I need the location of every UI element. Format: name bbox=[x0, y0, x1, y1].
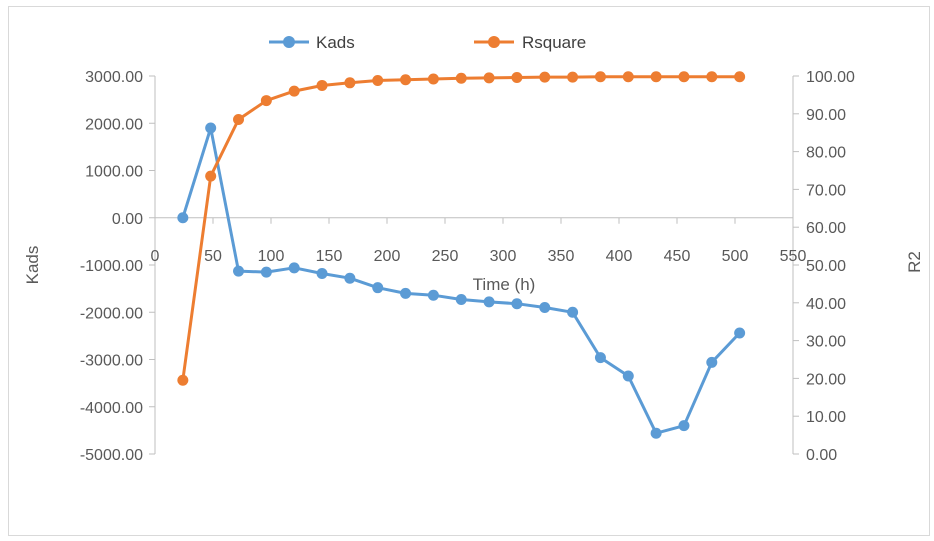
data-point-rsquare bbox=[428, 74, 439, 85]
y-right-tick-label: 90.00 bbox=[806, 107, 846, 124]
data-point-kads bbox=[177, 212, 188, 223]
x-tick-label: 50 bbox=[204, 248, 222, 265]
x-tick-label: 150 bbox=[316, 248, 343, 265]
y-right-tick-label: 30.00 bbox=[806, 334, 846, 351]
x-tick-label: 500 bbox=[722, 248, 749, 265]
data-point-kads bbox=[623, 371, 634, 382]
data-point-kads bbox=[344, 273, 355, 284]
y-right-tick-label: 70.00 bbox=[806, 182, 846, 199]
x-tick-label: 350 bbox=[548, 248, 575, 265]
data-point-rsquare bbox=[289, 86, 300, 97]
legend-kads-label: Kads bbox=[316, 33, 355, 52]
data-point-kads bbox=[706, 357, 717, 368]
x-tick-label: 450 bbox=[664, 248, 691, 265]
data-point-kads bbox=[511, 298, 522, 309]
data-point-kads bbox=[456, 294, 467, 305]
data-point-rsquare bbox=[595, 71, 606, 82]
data-point-rsquare bbox=[317, 80, 328, 91]
data-point-kads bbox=[289, 262, 300, 273]
x-tick-label: 200 bbox=[374, 248, 401, 265]
y-right-axis-title: R2 bbox=[905, 251, 924, 273]
legend-rsquare-marker bbox=[488, 36, 500, 48]
y-right-tick-label: 10.00 bbox=[806, 409, 846, 426]
data-point-kads bbox=[567, 307, 578, 318]
y-right-tick-label: 60.00 bbox=[806, 220, 846, 237]
y-right-tick-label: 0.00 bbox=[806, 447, 837, 464]
data-point-rsquare bbox=[567, 72, 578, 83]
data-point-rsquare bbox=[344, 77, 355, 88]
data-point-kads bbox=[428, 290, 439, 301]
series-line-kads bbox=[183, 128, 740, 433]
data-point-kads bbox=[261, 267, 272, 278]
data-point-rsquare bbox=[511, 72, 522, 83]
data-point-rsquare bbox=[651, 71, 662, 82]
data-point-rsquare bbox=[205, 171, 216, 182]
x-tick-label: 0 bbox=[151, 248, 160, 265]
data-point-kads bbox=[539, 302, 550, 313]
data-point-rsquare bbox=[456, 73, 467, 84]
data-point-kads bbox=[734, 328, 745, 339]
data-point-rsquare bbox=[261, 95, 272, 106]
data-point-rsquare bbox=[372, 75, 383, 86]
data-point-rsquare bbox=[400, 74, 411, 85]
y-right-tick-label: 100.00 bbox=[806, 69, 855, 86]
data-point-kads bbox=[317, 268, 328, 279]
data-point-rsquare bbox=[623, 71, 634, 82]
y-left-tick-label: -3000.00 bbox=[80, 353, 143, 370]
y-left-tick-label: 2000.00 bbox=[85, 116, 143, 133]
x-tick-label: 100 bbox=[258, 248, 285, 265]
x-tick-label: 550 bbox=[780, 248, 807, 265]
data-point-rsquare bbox=[539, 72, 550, 83]
data-point-kads bbox=[205, 122, 216, 133]
y-left-tick-label: 1000.00 bbox=[85, 164, 143, 181]
y-left-tick-label: -1000.00 bbox=[80, 258, 143, 275]
y-left-tick-label: -5000.00 bbox=[80, 447, 143, 464]
axes: 3000.002000.001000.000.00-1000.00-2000.0… bbox=[80, 69, 855, 464]
x-tick-label: 300 bbox=[490, 248, 517, 265]
data-point-rsquare bbox=[484, 72, 495, 83]
data-point-rsquare bbox=[177, 375, 188, 386]
x-axis-title: Time (h) bbox=[473, 275, 536, 294]
data-point-rsquare bbox=[734, 71, 745, 82]
y-right-tick-label: 20.00 bbox=[806, 371, 846, 388]
data-point-rsquare bbox=[706, 71, 717, 82]
x-tick-label: 400 bbox=[606, 248, 633, 265]
y-right-tick-label: 80.00 bbox=[806, 145, 846, 162]
legend-rsquare-label: Rsquare bbox=[522, 33, 586, 52]
y-left-tick-label: 3000.00 bbox=[85, 69, 143, 86]
y-right-tick-label: 50.00 bbox=[806, 258, 846, 275]
data-point-kads bbox=[372, 282, 383, 293]
data-point-kads bbox=[651, 428, 662, 439]
data-point-kads bbox=[484, 296, 495, 307]
data-point-kads bbox=[678, 420, 689, 431]
y-left-tick-label: -2000.00 bbox=[80, 305, 143, 322]
x-tick-label: 250 bbox=[432, 248, 459, 265]
legend: Kads Rsquare bbox=[269, 33, 586, 52]
series-kads bbox=[177, 122, 745, 438]
y-left-axis-title: Kads bbox=[23, 246, 42, 285]
data-point-rsquare bbox=[678, 71, 689, 82]
y-right-tick-label: 40.00 bbox=[806, 296, 846, 313]
y-left-tick-label: 0.00 bbox=[112, 211, 143, 228]
data-point-kads bbox=[595, 352, 606, 363]
series-rsquare bbox=[177, 71, 745, 386]
y-left-tick-label: -4000.00 bbox=[80, 400, 143, 417]
data-point-kads bbox=[400, 288, 411, 299]
data-point-kads bbox=[233, 266, 244, 277]
series-line-rsquare bbox=[183, 77, 740, 381]
data-point-rsquare bbox=[233, 114, 244, 125]
legend-kads-marker bbox=[283, 36, 295, 48]
